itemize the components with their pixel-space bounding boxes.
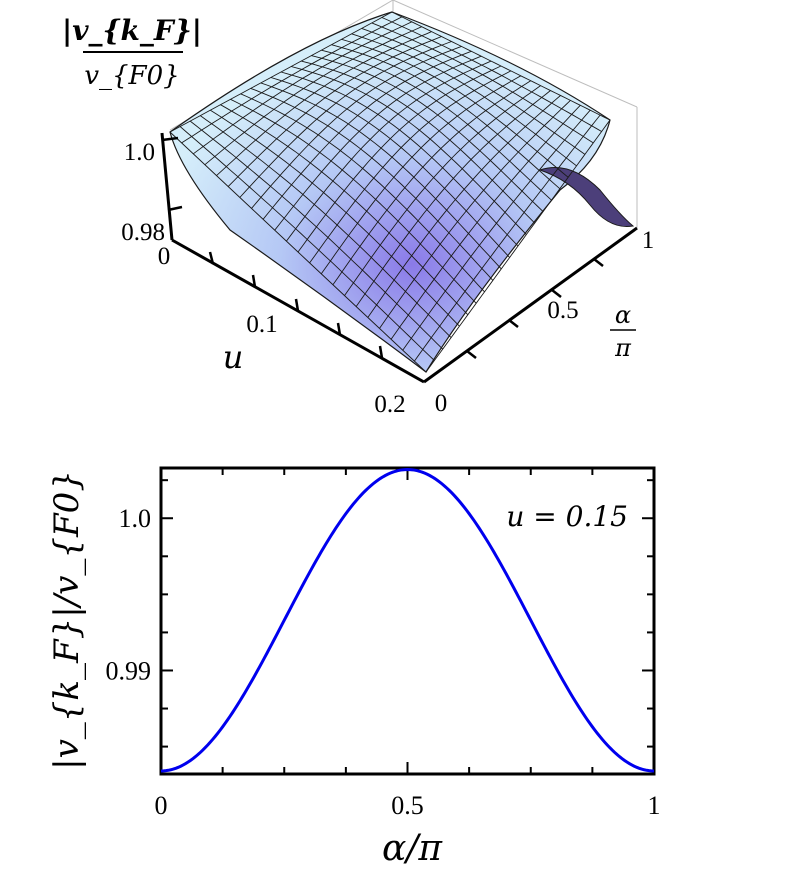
- x-tick-label: 0: [155, 791, 168, 820]
- alpha-axis-label: α π: [610, 301, 636, 362]
- y-tick-label: 1.0: [119, 504, 152, 533]
- x-axis-label: α/π: [382, 828, 443, 869]
- mesh-line-u: [331, 44, 561, 190]
- alpha-axis-line: [423, 226, 638, 384]
- alpha-tick-label-0-5: 0.5: [547, 297, 578, 324]
- mesh-line-u: [351, 33, 577, 167]
- mesh-line-u: [371, 22, 594, 144]
- mesh-line-v: [355, 90, 551, 307]
- alpha-label-denominator: π: [614, 334, 632, 362]
- u-tick-label-0: 0: [158, 243, 171, 270]
- mesh-line-u: [391, 11, 611, 121]
- alpha-label-numerator: α: [615, 301, 631, 329]
- y-axis-label: |v_{k_F}|/v_{F0}: [47, 470, 87, 770]
- z-label-numerator: |v_{k_F}|: [62, 14, 202, 47]
- alpha-tick-label-1: 1: [642, 227, 655, 254]
- mesh-line-u: [311, 55, 544, 212]
- u-axis-label: u: [223, 338, 244, 376]
- mesh-line-u: [361, 27, 586, 155]
- mesh-line-v: [402, 109, 591, 351]
- u-tick-label-0-2: 0.2: [374, 391, 405, 418]
- mesh-line-u: [381, 17, 602, 132]
- alpha-tick-label-0: 0: [435, 390, 448, 417]
- mesh-line-v: [332, 80, 531, 285]
- y-tick-label: 0.99: [106, 656, 152, 685]
- mesh-line-u: [301, 60, 536, 224]
- mesh-line-v: [320, 75, 522, 275]
- mesh-line-u: [321, 49, 552, 201]
- mesh-line-v: [297, 65, 502, 253]
- mesh-line-v: [414, 114, 601, 362]
- line-plot: u = 0.15 0 0.5 1 0.991.0 α/π |v_{k_F}|/v_{…: [47, 466, 661, 869]
- z-tick-label-0-98: 0.98: [121, 219, 165, 246]
- z-label-denominator: v_{F0}: [84, 61, 179, 91]
- z-tick-label-1-0: 1.0: [124, 139, 155, 166]
- surface-ridge: [538, 167, 635, 228]
- mesh-line-v: [425, 119, 611, 373]
- z-axis-label: |v_{k_F}| v_{F0}: [62, 14, 202, 91]
- x-tick-label: 1: [648, 791, 661, 820]
- mesh-line-u: [341, 38, 569, 178]
- z-axis-line: [160, 132, 174, 241]
- surface-tick-marks: [161, 136, 604, 359]
- mesh-line-v: [344, 85, 541, 296]
- mesh-line-v: [390, 104, 581, 340]
- series-line: [160, 468, 655, 773]
- mesh-line-u: [290, 66, 527, 235]
- x-tick-label: 0.5: [391, 791, 424, 820]
- u-tick-label-0-1: 0.1: [246, 311, 277, 338]
- mesh-line-v: [379, 100, 571, 329]
- mesh-line-v: [367, 95, 561, 318]
- x-tick-labels: 0 0.5 1: [155, 791, 661, 820]
- surface-plot: |v_{k_F}| v_{F0} 1.0 0.98 0 0.1 0.2 u 0 …: [62, 0, 654, 418]
- mesh-line-v: [309, 70, 512, 264]
- annotation-u-value: u = 0.15: [506, 500, 628, 533]
- plot-ticks: [160, 468, 655, 774]
- surface-patch: [169, 11, 611, 373]
- y-tick-labels: 0.99 1.0: [106, 504, 152, 685]
- surface-mesh: [169, 11, 611, 373]
